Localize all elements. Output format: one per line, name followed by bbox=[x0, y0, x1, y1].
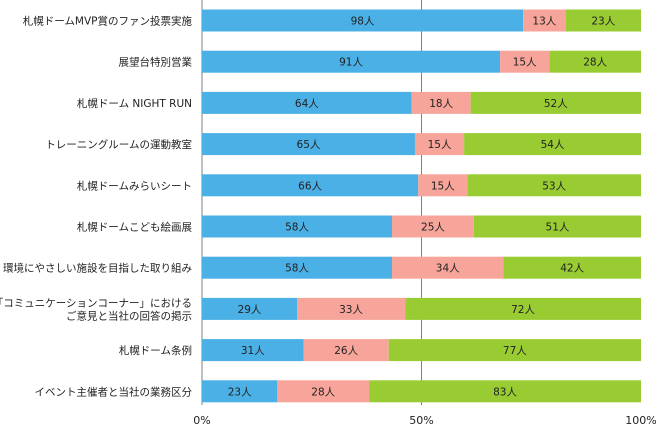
data-label-0-1: 13人 bbox=[532, 16, 556, 28]
data-label-7-0: 29人 bbox=[238, 304, 262, 316]
x-tick-label-2: 100% bbox=[625, 414, 656, 427]
data-label-6-1: 34人 bbox=[436, 263, 460, 275]
data-label-9-2: 83人 bbox=[493, 386, 517, 398]
category-label-0: 札幌ドームMVP賞のファン投票実施 bbox=[23, 15, 193, 28]
data-label-4-2: 53人 bbox=[542, 180, 566, 192]
bar-segment-3-2 bbox=[464, 133, 641, 156]
data-label-3-2: 54人 bbox=[541, 139, 565, 151]
category-label-8: 札幌ドーム条例 bbox=[119, 344, 192, 357]
bar-segment-6-1 bbox=[392, 256, 504, 279]
bar-segment-9-2 bbox=[369, 380, 641, 403]
data-label-2-0: 64人 bbox=[295, 98, 319, 110]
bar-segment-5-1 bbox=[392, 215, 474, 238]
category-label-4: 札幌ドームみらいシート bbox=[77, 179, 192, 192]
bar-segment-7-0 bbox=[202, 297, 298, 320]
data-label-4-0: 66人 bbox=[298, 180, 322, 192]
bar-segment-2-0 bbox=[202, 91, 412, 114]
data-label-8-0: 31人 bbox=[241, 345, 265, 357]
bar-segment-3-1 bbox=[414, 133, 465, 156]
data-label-0-2: 23人 bbox=[591, 16, 615, 28]
data-label-9-1: 28人 bbox=[311, 386, 335, 398]
bar-segment-1-1 bbox=[500, 50, 550, 73]
bar-segment-5-2 bbox=[473, 215, 641, 238]
bar-segment-0-1 bbox=[523, 9, 566, 32]
data-label-6-2: 42人 bbox=[560, 263, 584, 275]
bar-segment-6-2 bbox=[503, 256, 641, 279]
data-label-4-1: 15人 bbox=[431, 180, 455, 192]
bar-segment-9-0 bbox=[202, 380, 278, 403]
bar-segment-1-0 bbox=[202, 50, 501, 73]
bar-segment-9-1 bbox=[277, 380, 370, 403]
data-label-1-2: 28人 bbox=[583, 57, 607, 69]
data-label-6-0: 58人 bbox=[285, 263, 309, 275]
data-label-8-2: 77人 bbox=[503, 345, 527, 357]
category-label-5: 札幌ドームこども絵画展 bbox=[77, 221, 193, 234]
category-label-6: 環境にやさしい施設を目指した取り組み bbox=[3, 262, 192, 275]
bar-segment-7-2 bbox=[405, 297, 641, 320]
category-label-3: トレーニングルームの運動教室 bbox=[45, 138, 192, 151]
category-label-9: イベント主催者と当社の業務区分 bbox=[35, 385, 193, 398]
category-label-1: 展望台特別営業 bbox=[119, 56, 193, 69]
bar-segment-8-2 bbox=[388, 339, 641, 362]
bars-layer: 98人 13人 23人 91人 15人 28人 64人 18人 52人 65人 15人 54人 66人 1… bbox=[202, 9, 641, 403]
data-label-9-0: 23人 bbox=[228, 386, 252, 398]
bar-segment-6-0 bbox=[202, 256, 393, 279]
bar-segment-1-2 bbox=[549, 50, 641, 73]
bar-segment-7-1 bbox=[297, 297, 406, 320]
bar-segment-2-2 bbox=[470, 91, 641, 114]
bar-segment-2-1 bbox=[411, 91, 471, 114]
data-label-5-2: 51人 bbox=[546, 222, 570, 234]
data-label-8-1: 26人 bbox=[334, 345, 358, 357]
bar-segment-4-2 bbox=[467, 174, 641, 197]
data-label-3-1: 15人 bbox=[428, 139, 452, 151]
bar-segment-8-0 bbox=[202, 339, 304, 362]
category-label-2: 札幌ドーム NIGHT RUN bbox=[77, 97, 192, 110]
x-axis-ticks: 0% 50% 100% bbox=[193, 414, 656, 427]
bar-segment-5-0 bbox=[202, 215, 393, 238]
data-label-7-1: 33人 bbox=[339, 304, 363, 316]
x-tick-label-0: 0% bbox=[193, 414, 210, 427]
data-label-3-0: 65人 bbox=[297, 139, 321, 151]
x-tick-label-1: 50% bbox=[409, 414, 433, 427]
data-label-1-1: 15人 bbox=[513, 57, 537, 69]
category-label-7: 「コミュニケーションコーナー」におけるご意見と当社の回答の掲示 bbox=[0, 297, 192, 322]
data-label-5-0: 58人 bbox=[285, 222, 309, 234]
bar-segment-0-0 bbox=[202, 9, 524, 32]
bar-segment-4-0 bbox=[202, 174, 419, 197]
bar-segment-8-1 bbox=[303, 339, 389, 362]
data-label-2-2: 52人 bbox=[544, 98, 568, 110]
bar-segment-0-2 bbox=[565, 9, 641, 32]
bar-segment-4-1 bbox=[418, 174, 468, 197]
bar-segment-3-0 bbox=[202, 133, 415, 156]
data-label-5-1: 25人 bbox=[421, 222, 445, 234]
data-label-7-2: 72人 bbox=[511, 304, 535, 316]
data-label-1-0: 91人 bbox=[339, 57, 363, 69]
data-label-0-0: 98人 bbox=[351, 16, 375, 28]
data-label-2-1: 18人 bbox=[429, 98, 453, 110]
